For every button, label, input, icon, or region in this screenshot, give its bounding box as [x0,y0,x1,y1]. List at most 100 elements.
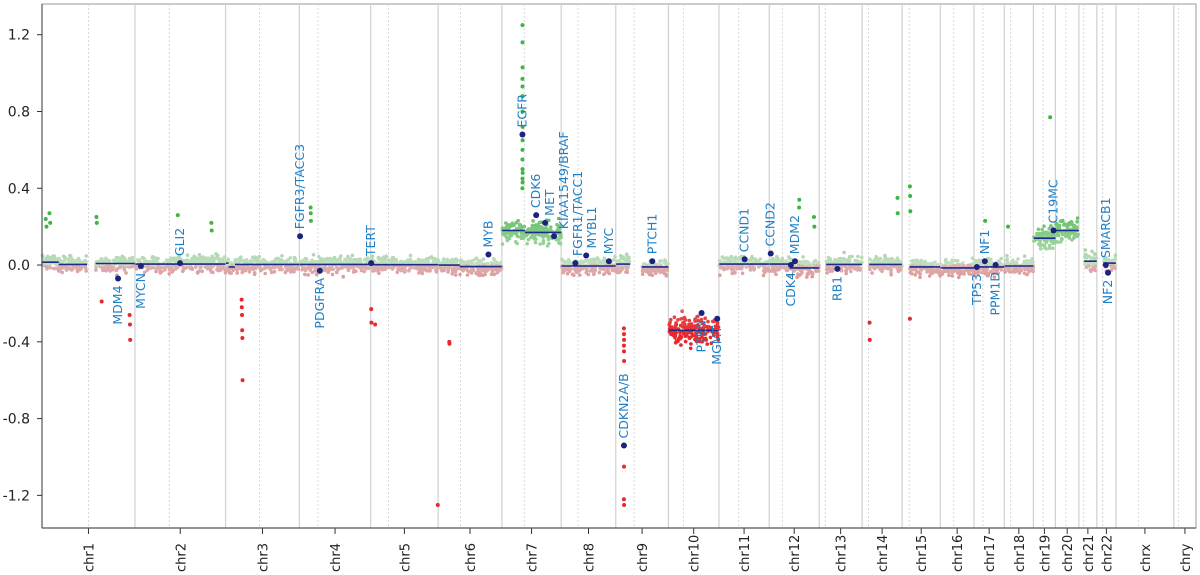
probe-point [701,331,705,336]
probe-point [359,260,363,265]
probe-point [57,258,62,263]
y-tick-label: 0.4 [8,181,30,197]
probe-point [656,267,661,272]
outlier-point [308,211,313,216]
probe-point [927,274,932,278]
probe-point [341,274,346,279]
probe-point [654,271,658,276]
probe-point [876,258,880,262]
probe-point [263,266,268,270]
probe-point [62,265,66,270]
outlier-point [240,378,245,383]
probe-point [962,272,966,276]
probe-point [968,268,973,273]
gene-label: NF1 [977,230,992,255]
probe-point [645,268,650,272]
probe-point [833,257,837,262]
outlier-point [435,502,440,507]
probe-point [801,255,805,259]
outlier-point [622,349,627,354]
probe-point [402,270,407,274]
outlier-point [94,215,99,220]
probe-point [222,255,227,259]
probe-point [459,267,464,272]
probe-point [698,336,702,341]
probe-point [1047,226,1051,231]
probe-point [442,268,446,273]
probe-point [537,226,542,231]
probe-point [114,268,119,273]
outlier-point [811,215,816,220]
probe-point [1093,252,1098,257]
gene-label: CCND2 [763,202,778,246]
probe-point [75,269,80,274]
probe-point [117,266,121,270]
probe-point [263,259,268,263]
probe-point [1052,241,1056,245]
probe-point [774,272,778,277]
probe-point [377,271,381,276]
gene-dot [620,442,627,449]
y-tick-label: -0.8 [3,412,30,428]
probe-point [458,272,462,277]
probe-point [919,267,924,272]
probe-point [830,260,834,264]
probe-point [1038,246,1043,251]
probe-point [650,273,655,278]
probe-point [502,232,506,236]
probe-point [1047,243,1052,248]
gene-dot [698,310,705,317]
gene-label: C19MC [1046,179,1061,223]
probe-point [317,254,321,259]
probe-point [235,268,239,272]
probe-point [999,262,1003,266]
probe-point [716,337,720,341]
probe-point [63,256,67,261]
probe-point [979,262,983,266]
probe-point [197,253,202,257]
axes: chr1 chr2 chr3 chr4 chr5 chr6 chr7 chr8 chr9 chr1… [3,4,1196,572]
probe-point [221,266,226,271]
probe-point [174,267,178,271]
probe-point [673,323,678,328]
probe-point [504,235,509,240]
probe-point [688,325,692,330]
probe-point [987,262,991,267]
gene-label: SMARCB1 [1098,197,1113,258]
probe-point [1066,222,1070,227]
probe-point [683,318,688,322]
probe-point [441,259,446,264]
probe-point [337,260,341,265]
probe-point [376,255,381,260]
probe-point [996,259,1001,264]
probe-point [84,254,88,258]
probe-point [446,270,450,274]
probe-point [858,268,862,272]
probe-point [740,271,745,276]
probe-point [890,257,894,261]
probe-point [348,258,352,263]
probe-point [228,271,233,275]
outlier-point [983,218,988,223]
probe-point [112,258,117,263]
probe-point [992,275,997,279]
probe-point [932,263,937,267]
probe-point [806,267,810,272]
probe-point [555,222,559,227]
outlier-point [520,147,525,152]
gene-dot [297,233,304,240]
probe-point [618,270,622,274]
x-tick-label: chr20 [1061,535,1076,572]
probe-point [591,257,596,262]
probe-point [828,257,833,261]
probe-point [1068,220,1073,225]
outlier-point [797,205,802,210]
probe-point [618,254,623,258]
probe-point [752,266,757,271]
probe-point [626,265,630,270]
probe-point [662,269,666,274]
outlier-point [908,193,913,198]
probe-point [754,258,758,263]
probe-point [856,265,861,269]
probe-point [537,220,542,225]
